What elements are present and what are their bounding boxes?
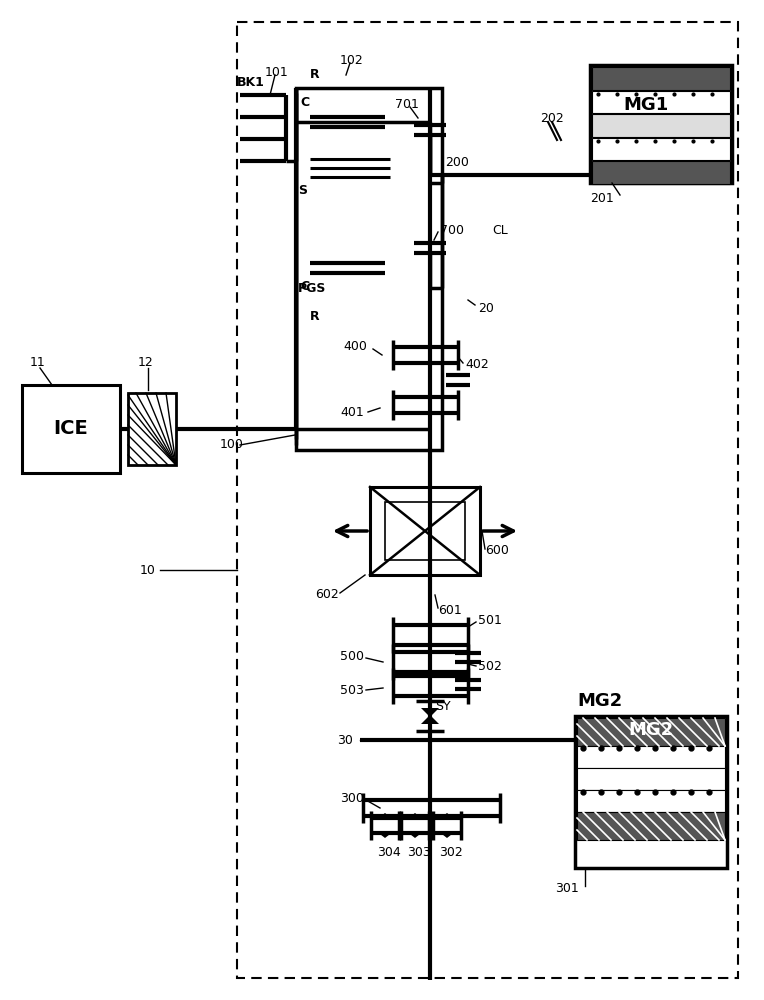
- Text: 502: 502: [478, 660, 502, 674]
- Text: 10: 10: [140, 564, 156, 576]
- Polygon shape: [438, 813, 456, 820]
- Text: 700: 700: [440, 224, 464, 236]
- Text: C: C: [300, 96, 309, 108]
- Polygon shape: [421, 715, 439, 724]
- Bar: [577, 812, 725, 840]
- Text: 102: 102: [340, 53, 364, 66]
- Text: 12: 12: [138, 356, 154, 368]
- Text: BK1: BK1: [237, 76, 265, 89]
- Text: 600: 600: [485, 544, 509, 558]
- Text: C: C: [300, 279, 309, 292]
- Text: 500: 500: [340, 650, 364, 664]
- Polygon shape: [406, 831, 424, 838]
- Bar: [128, 393, 176, 465]
- Text: 11: 11: [30, 356, 46, 368]
- Text: 503: 503: [340, 684, 364, 698]
- Text: S: S: [298, 184, 307, 196]
- Text: 303: 303: [407, 846, 431, 859]
- Text: R: R: [310, 68, 319, 82]
- Bar: [592, 138, 730, 160]
- Text: 401: 401: [340, 406, 364, 420]
- Bar: [575, 716, 727, 868]
- Text: 101: 101: [265, 66, 289, 79]
- Polygon shape: [406, 813, 424, 820]
- Text: 701: 701: [395, 99, 419, 111]
- Bar: [590, 65, 732, 183]
- Text: 601: 601: [438, 603, 461, 616]
- Text: 304: 304: [377, 846, 401, 859]
- Text: 602: 602: [315, 588, 338, 601]
- Text: 200: 200: [445, 156, 469, 169]
- Text: MG1: MG1: [623, 96, 668, 114]
- Text: 501: 501: [478, 613, 502, 626]
- Text: 301: 301: [555, 882, 579, 894]
- Polygon shape: [421, 708, 439, 717]
- Text: 202: 202: [540, 111, 564, 124]
- Bar: [592, 161, 730, 184]
- Bar: [577, 718, 725, 746]
- Polygon shape: [438, 831, 456, 838]
- Polygon shape: [376, 813, 394, 820]
- Text: 400: 400: [343, 340, 367, 354]
- Text: 302: 302: [439, 846, 463, 859]
- Bar: [296, 88, 442, 450]
- Text: PGS: PGS: [298, 282, 326, 296]
- Text: MG2: MG2: [577, 692, 622, 710]
- Text: SY: SY: [435, 700, 451, 712]
- Bar: [577, 746, 725, 768]
- Text: ICE: ICE: [53, 420, 89, 438]
- Bar: [385, 502, 465, 560]
- Polygon shape: [376, 831, 394, 838]
- Text: 402: 402: [465, 359, 489, 371]
- Bar: [577, 790, 725, 812]
- Text: 300: 300: [340, 792, 364, 804]
- Bar: [370, 487, 480, 575]
- Text: R: R: [310, 310, 319, 322]
- Text: MG2: MG2: [628, 721, 674, 739]
- Bar: [22, 385, 120, 473]
- Text: 201: 201: [590, 192, 613, 205]
- Text: 30: 30: [337, 734, 353, 746]
- Text: 100: 100: [220, 438, 244, 452]
- Bar: [577, 768, 725, 790]
- Bar: [592, 114, 730, 137]
- Bar: [592, 91, 730, 113]
- Text: 20: 20: [478, 302, 494, 314]
- Bar: [592, 67, 730, 90]
- Text: CL: CL: [492, 224, 508, 236]
